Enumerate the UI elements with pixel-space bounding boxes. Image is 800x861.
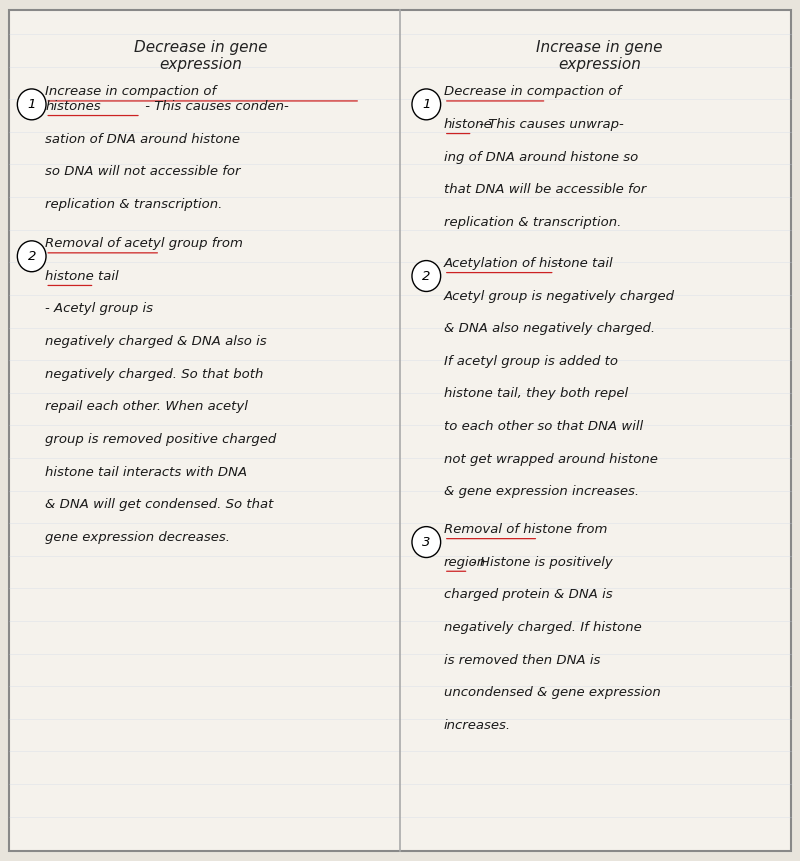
Text: Decrease in gene
expression: Decrease in gene expression — [134, 40, 267, 72]
Circle shape — [412, 527, 441, 558]
Text: Removal of acetyl group from: Removal of acetyl group from — [46, 238, 243, 251]
Text: & DNA will get condensed. So that: & DNA will get condensed. So that — [46, 499, 274, 511]
Text: repail each other. When acetyl: repail each other. When acetyl — [46, 400, 248, 413]
Text: to each other so that DNA will: to each other so that DNA will — [444, 420, 643, 433]
Text: uncondensed & gene expression: uncondensed & gene expression — [444, 686, 661, 699]
Circle shape — [18, 89, 46, 120]
Text: negatively charged. If histone: negatively charged. If histone — [444, 621, 642, 634]
Text: - Histone is positively: - Histone is positively — [471, 555, 613, 568]
Text: 2: 2 — [27, 250, 36, 263]
Text: - This causes unwrap-: - This causes unwrap- — [475, 118, 624, 131]
Text: charged protein & DNA is: charged protein & DNA is — [444, 588, 613, 601]
FancyBboxPatch shape — [10, 10, 790, 851]
Text: so DNA will not accessible for: so DNA will not accessible for — [46, 165, 241, 178]
Text: group is removed positive charged: group is removed positive charged — [46, 433, 277, 446]
Text: & gene expression increases.: & gene expression increases. — [444, 486, 639, 499]
Text: sation of DNA around histone: sation of DNA around histone — [46, 133, 240, 146]
Text: 2: 2 — [422, 269, 430, 282]
Text: Decrease in compaction of: Decrease in compaction of — [444, 85, 621, 98]
Text: replication & transcription.: replication & transcription. — [444, 216, 622, 229]
Text: histone: histone — [444, 118, 493, 131]
Text: Increase in compaction of: Increase in compaction of — [46, 85, 216, 98]
Text: increases.: increases. — [444, 719, 511, 732]
Text: ing of DNA around histone so: ing of DNA around histone so — [444, 151, 638, 164]
Text: that DNA will be accessible for: that DNA will be accessible for — [444, 183, 646, 196]
Text: histone tail interacts with DNA: histone tail interacts with DNA — [46, 466, 247, 479]
Text: not get wrapped around histone: not get wrapped around histone — [444, 453, 658, 466]
Circle shape — [412, 89, 441, 120]
Text: 1: 1 — [27, 98, 36, 111]
Text: & DNA also negatively charged.: & DNA also negatively charged. — [444, 322, 655, 335]
Text: negatively charged & DNA also is: negatively charged & DNA also is — [46, 335, 267, 348]
Text: replication & transcription.: replication & transcription. — [46, 198, 222, 211]
Text: 3: 3 — [422, 536, 430, 548]
Circle shape — [412, 261, 441, 292]
Text: histones: histones — [46, 100, 101, 113]
Text: Acetylation of histone tail: Acetylation of histone tail — [444, 257, 614, 270]
Text: - This causes conden-: - This causes conden- — [141, 100, 289, 113]
Text: -: - — [556, 257, 561, 270]
Text: Removal of histone from: Removal of histone from — [444, 523, 607, 536]
Text: gene expression decreases.: gene expression decreases. — [46, 530, 230, 544]
Text: Increase in gene
expression: Increase in gene expression — [536, 40, 662, 72]
Text: Acetyl group is negatively charged: Acetyl group is negatively charged — [444, 289, 675, 302]
Text: negatively charged. So that both: negatively charged. So that both — [46, 368, 264, 381]
Text: histone tail: histone tail — [46, 269, 119, 283]
Circle shape — [18, 241, 46, 272]
Text: If acetyl group is added to: If acetyl group is added to — [444, 355, 618, 368]
Text: 1: 1 — [422, 98, 430, 111]
Text: histone tail, they both repel: histone tail, they both repel — [444, 387, 628, 400]
Text: - Acetyl group is: - Acetyl group is — [46, 302, 154, 315]
Text: is removed then DNA is: is removed then DNA is — [444, 653, 600, 666]
Text: region: region — [444, 555, 486, 568]
